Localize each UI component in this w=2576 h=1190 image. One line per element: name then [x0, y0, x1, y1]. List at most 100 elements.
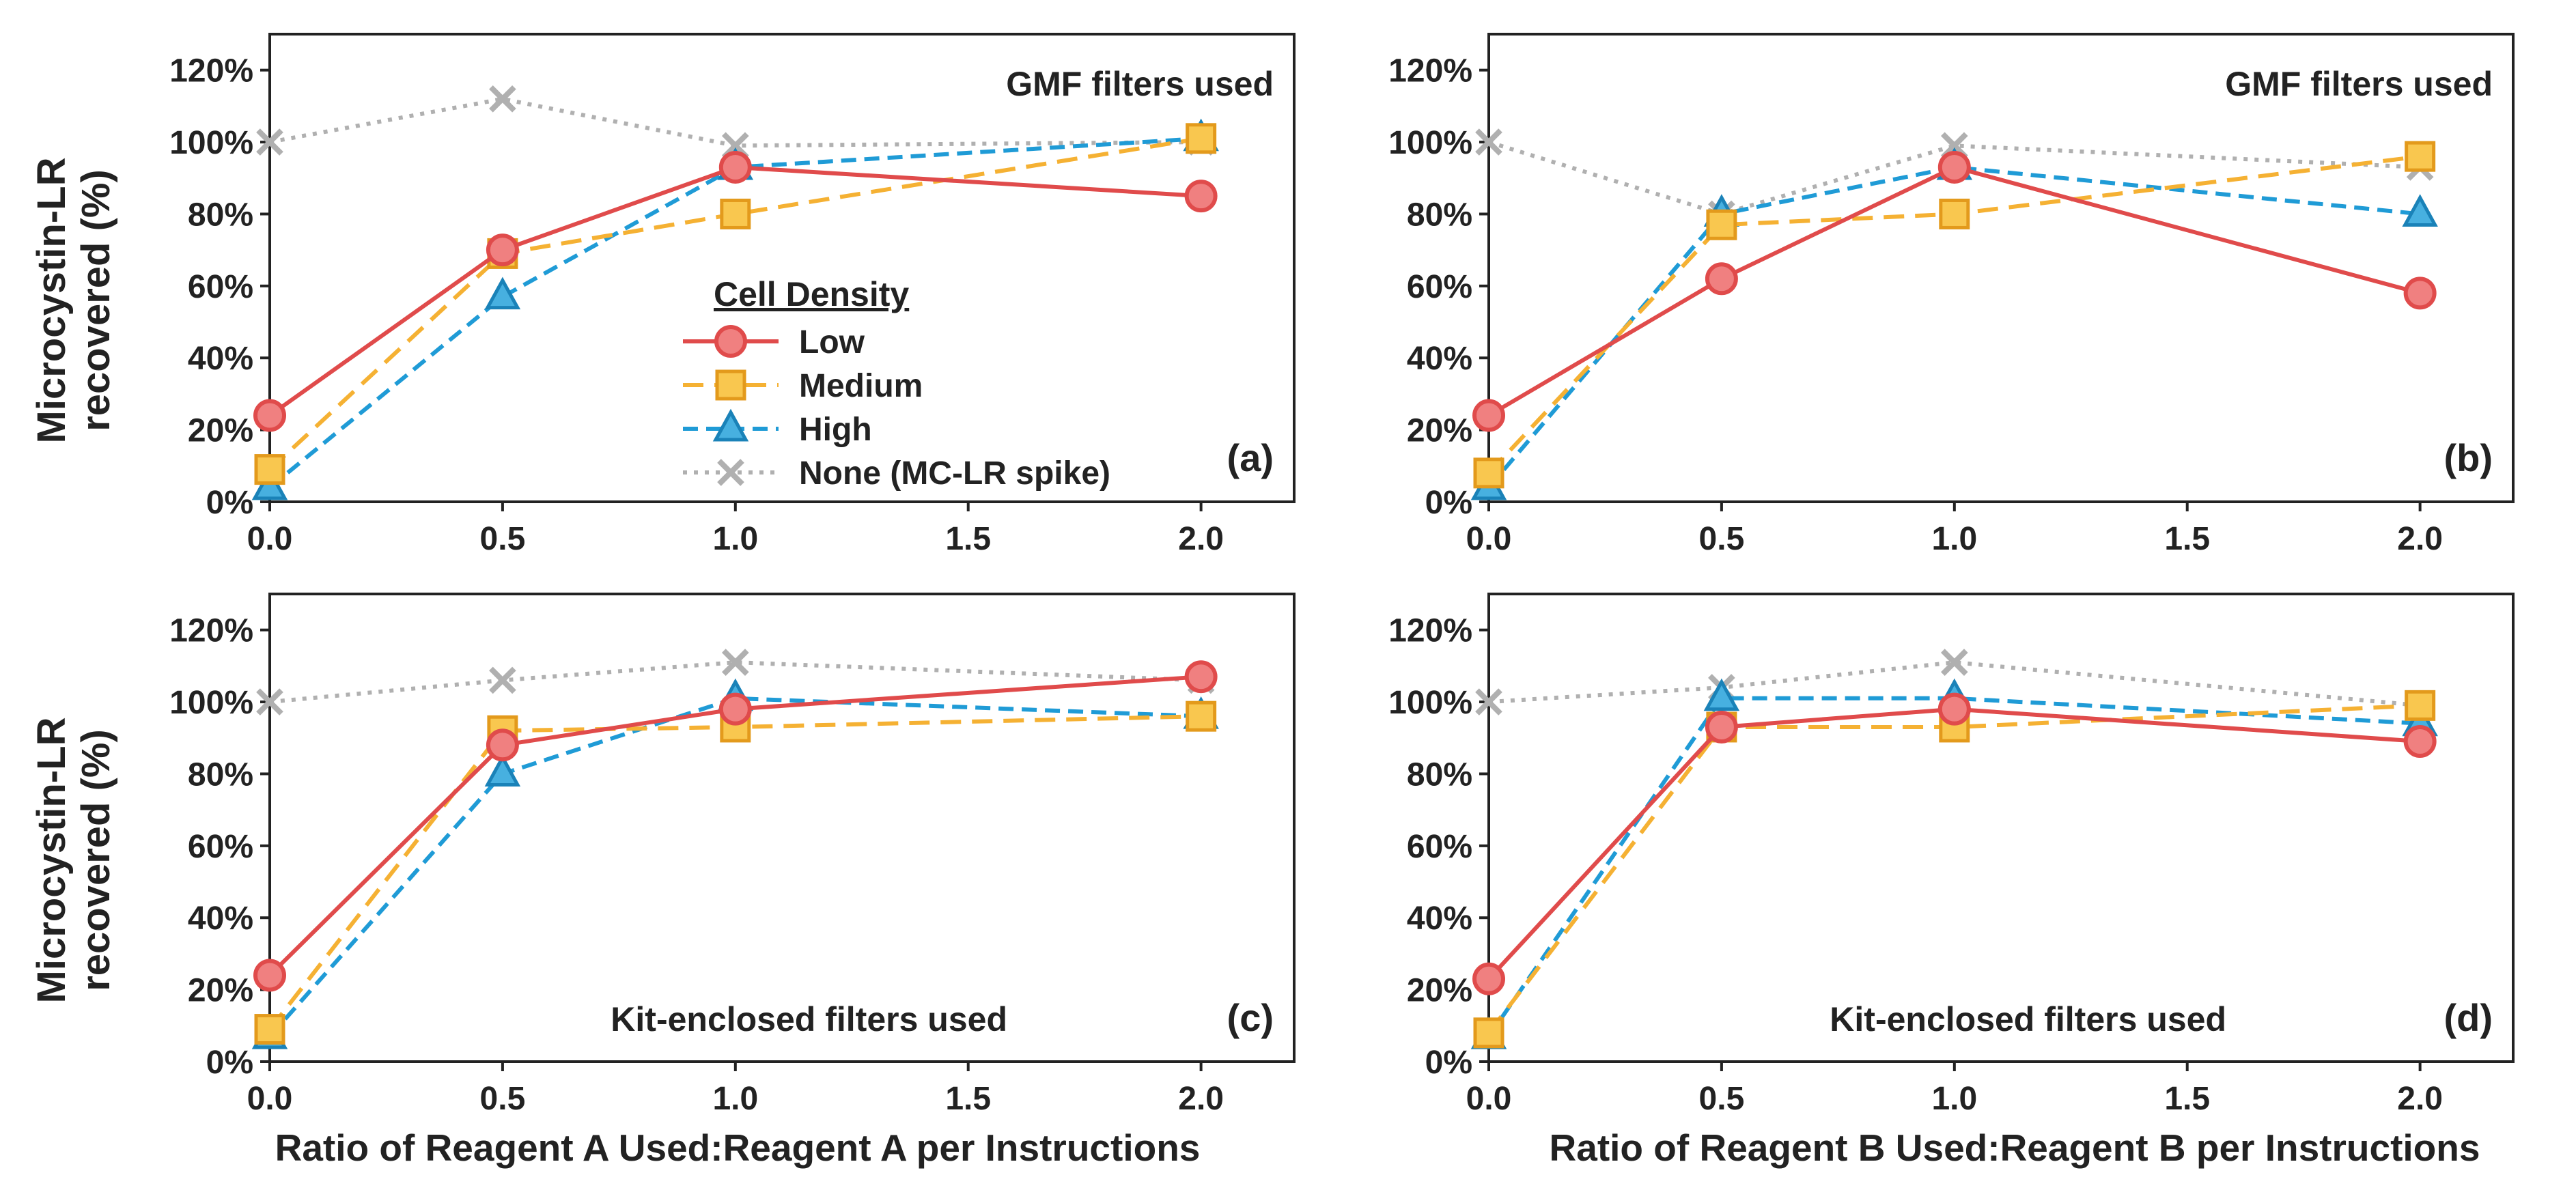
series-line-medium: [1487, 703, 2420, 1034]
y-tick-label: 40%: [1407, 341, 1472, 377]
x-tick-label: 0.5: [1699, 521, 1745, 557]
y-tick-label: 80%: [188, 197, 253, 233]
legend-entry-high: High: [683, 408, 872, 448]
data-point-medium: [1473, 1017, 1504, 1049]
x-tick-label: 1.0: [1931, 1081, 1977, 1117]
y-tick-label: 0%: [1425, 1045, 1472, 1081]
series-low: [1472, 692, 2437, 995]
data-point-low: [1184, 660, 1218, 694]
data-point-low: [1184, 180, 1218, 213]
x-tick-label: 0.5: [480, 1081, 526, 1117]
panel-label: (c): [1227, 996, 1274, 1039]
data-point-low: [718, 692, 752, 726]
data-point-medium: [254, 1014, 285, 1045]
data-point-none: [1940, 649, 1968, 676]
legend-label-low: Low: [799, 324, 865, 360]
series-low: [253, 150, 1218, 432]
data-point-low: [486, 728, 519, 762]
x-tick-label: 0.5: [480, 521, 526, 557]
series-line-none: [269, 96, 1201, 148]
y-tick-label: 0%: [206, 1045, 253, 1081]
series-line-low: [268, 165, 1201, 417]
legend: Cell Density Low Medium High None (MC-LR spi…: [683, 275, 1110, 492]
data-point-low: [1937, 692, 1971, 726]
x-tick-label: 1.5: [945, 1081, 991, 1117]
x-axis-title-right: Ratio of Reagent B Used:Reagent B per In…: [1550, 1127, 2480, 1169]
y-tick-label: 80%: [1407, 756, 1472, 793]
y-tick-label: 60%: [188, 269, 253, 305]
y-tick-label: 20%: [1407, 413, 1472, 449]
data-point-low: [718, 150, 752, 184]
x-tick-label: 2.0: [1178, 1081, 1224, 1117]
x-tick-label: 1.0: [1931, 521, 1977, 557]
legend-marker-none: [717, 459, 744, 486]
data-point-low: [253, 959, 286, 992]
y-axis-title-bottom-line1: Microcystin-LR: [29, 718, 74, 1004]
data-point-high: [484, 754, 521, 787]
y-tick-label: 20%: [188, 973, 253, 1009]
chart-panels: 0% 20% 40% 60% 80% 100% 120% 0.0 0.5 1.0 1.5 2.0 GMF…: [169, 33, 2515, 1117]
chart-panel-d: 0% 20% 40% 60% 80% 100% 120% 0.0 0.5 1.0 1.5 2.0 Kit…: [1388, 593, 2515, 1117]
y-tick-label: 80%: [1407, 197, 1472, 233]
series-line-high: [1487, 696, 2420, 1038]
panel-label: (d): [2444, 996, 2493, 1039]
y-axis-title-top-line2: recovered (%): [74, 169, 118, 431]
data-point-low: [1937, 150, 1971, 184]
plot-frame: [268, 33, 1296, 503]
data-point-medium: [1706, 209, 1737, 240]
data-point-low: [1705, 262, 1738, 296]
data-point-none: [1475, 128, 1502, 156]
legend-entry-none: None (MC-LR spike): [683, 455, 1110, 492]
legend-entry-medium: Medium: [683, 368, 923, 404]
series-low: [253, 660, 1218, 992]
series-line-none: [269, 660, 1201, 705]
data-point-medium: [720, 198, 751, 229]
y-tick-label: 100%: [169, 125, 253, 161]
panel-annotation: Kit-enclosed filters used: [611, 1000, 1007, 1038]
legend-entry-low: Low: [683, 324, 865, 360]
y-tick-label: 0%: [1425, 485, 1472, 521]
x-tick-label: 0.0: [247, 521, 293, 557]
data-point-none: [256, 688, 283, 716]
y-tick-label: 120%: [1388, 53, 1472, 89]
data-point-medium: [1473, 457, 1504, 489]
y-tick-label: 20%: [188, 413, 253, 449]
legend-label-high: High: [799, 412, 872, 448]
data-point-none: [721, 649, 749, 676]
panel-annotation: GMF filters used: [2225, 65, 2493, 103]
series-medium: [1473, 690, 2436, 1049]
panel-label: (b): [2444, 436, 2493, 479]
data-point-none: [489, 85, 516, 113]
y-tick-label: 100%: [1388, 685, 1472, 721]
series-line-high: [1487, 165, 2420, 489]
x-tick-label: 0.0: [247, 1081, 293, 1117]
series-medium: [1473, 141, 2436, 489]
data-point-low: [2403, 277, 2437, 310]
series-line-none: [1488, 140, 2420, 216]
plot-frame: [268, 593, 1296, 1063]
y-axis-title-bottom-line2: recovered (%): [74, 729, 118, 991]
legend-marker-low: [714, 325, 747, 358]
series-line-high: [268, 136, 1201, 490]
data-point-medium: [2405, 690, 2436, 721]
y-tick-label: 120%: [1388, 613, 1472, 649]
data-point-low: [253, 399, 286, 432]
series-line-medium: [268, 714, 1201, 1031]
y-tick-label: 100%: [169, 685, 253, 721]
data-point-high: [2402, 194, 2438, 227]
panel-label: (a): [1227, 436, 1274, 479]
legend-title: Cell Density: [714, 275, 909, 313]
series-low: [1472, 150, 2437, 432]
data-point-medium: [254, 454, 285, 485]
series-line-none: [1488, 660, 2420, 708]
panel-annotation: GMF filters used: [1006, 65, 1274, 103]
x-tick-label: 2.0: [1178, 521, 1224, 557]
x-tick-label: 1.0: [712, 1081, 758, 1117]
legend-label-none: None (MC-LR spike): [799, 455, 1110, 492]
chart-panel-b: 0% 20% 40% 60% 80% 100% 120% 0.0 0.5 1.0 1.5 2.0 GMF…: [1388, 33, 2515, 557]
y-axis-title-top-line1: Microcystin-LR: [29, 158, 74, 444]
x-tick-label: 0.5: [1699, 1081, 1745, 1117]
y-tick-label: 60%: [1407, 829, 1472, 865]
series-line-low: [1487, 707, 2420, 980]
